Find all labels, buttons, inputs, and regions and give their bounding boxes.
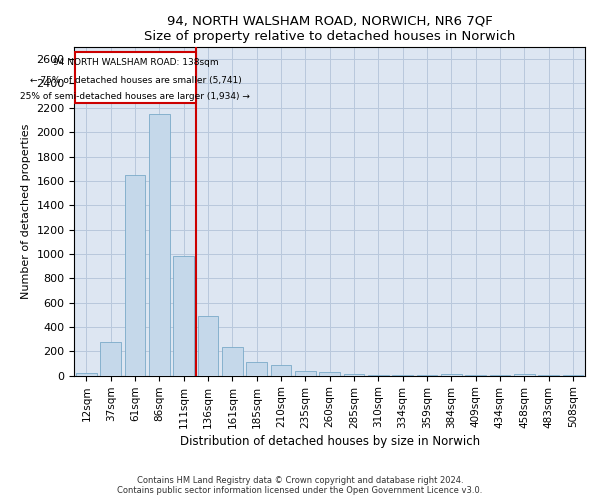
Bar: [100, 342, 121, 376]
Bar: [392, 375, 413, 376]
Bar: [441, 374, 461, 376]
Bar: [149, 114, 170, 376]
Text: ← 75% of detached houses are smaller (5,741): ← 75% of detached houses are smaller (5,…: [29, 76, 241, 84]
FancyBboxPatch shape: [75, 52, 196, 103]
Text: 25% of semi-detached houses are larger (1,934) →: 25% of semi-detached houses are larger (…: [20, 92, 250, 101]
Bar: [76, 374, 97, 376]
Y-axis label: Number of detached properties: Number of detached properties: [21, 124, 31, 299]
Text: Contains HM Land Registry data © Crown copyright and database right 2024.
Contai: Contains HM Land Registry data © Crown c…: [118, 476, 482, 495]
Bar: [247, 362, 267, 376]
Bar: [222, 347, 242, 376]
Bar: [197, 316, 218, 376]
Bar: [125, 175, 145, 376]
Bar: [319, 372, 340, 376]
Bar: [344, 374, 364, 376]
Bar: [368, 374, 389, 376]
X-axis label: Distribution of detached houses by size in Norwich: Distribution of detached houses by size …: [179, 434, 479, 448]
Bar: [295, 371, 316, 376]
Bar: [173, 256, 194, 376]
Bar: [514, 374, 535, 376]
Bar: [271, 364, 292, 376]
Title: 94, NORTH WALSHAM ROAD, NORWICH, NR6 7QF
Size of property relative to detached h: 94, NORTH WALSHAM ROAD, NORWICH, NR6 7QF…: [144, 15, 515, 43]
Text: 94 NORTH WALSHAM ROAD: 138sqm: 94 NORTH WALSHAM ROAD: 138sqm: [53, 58, 218, 67]
